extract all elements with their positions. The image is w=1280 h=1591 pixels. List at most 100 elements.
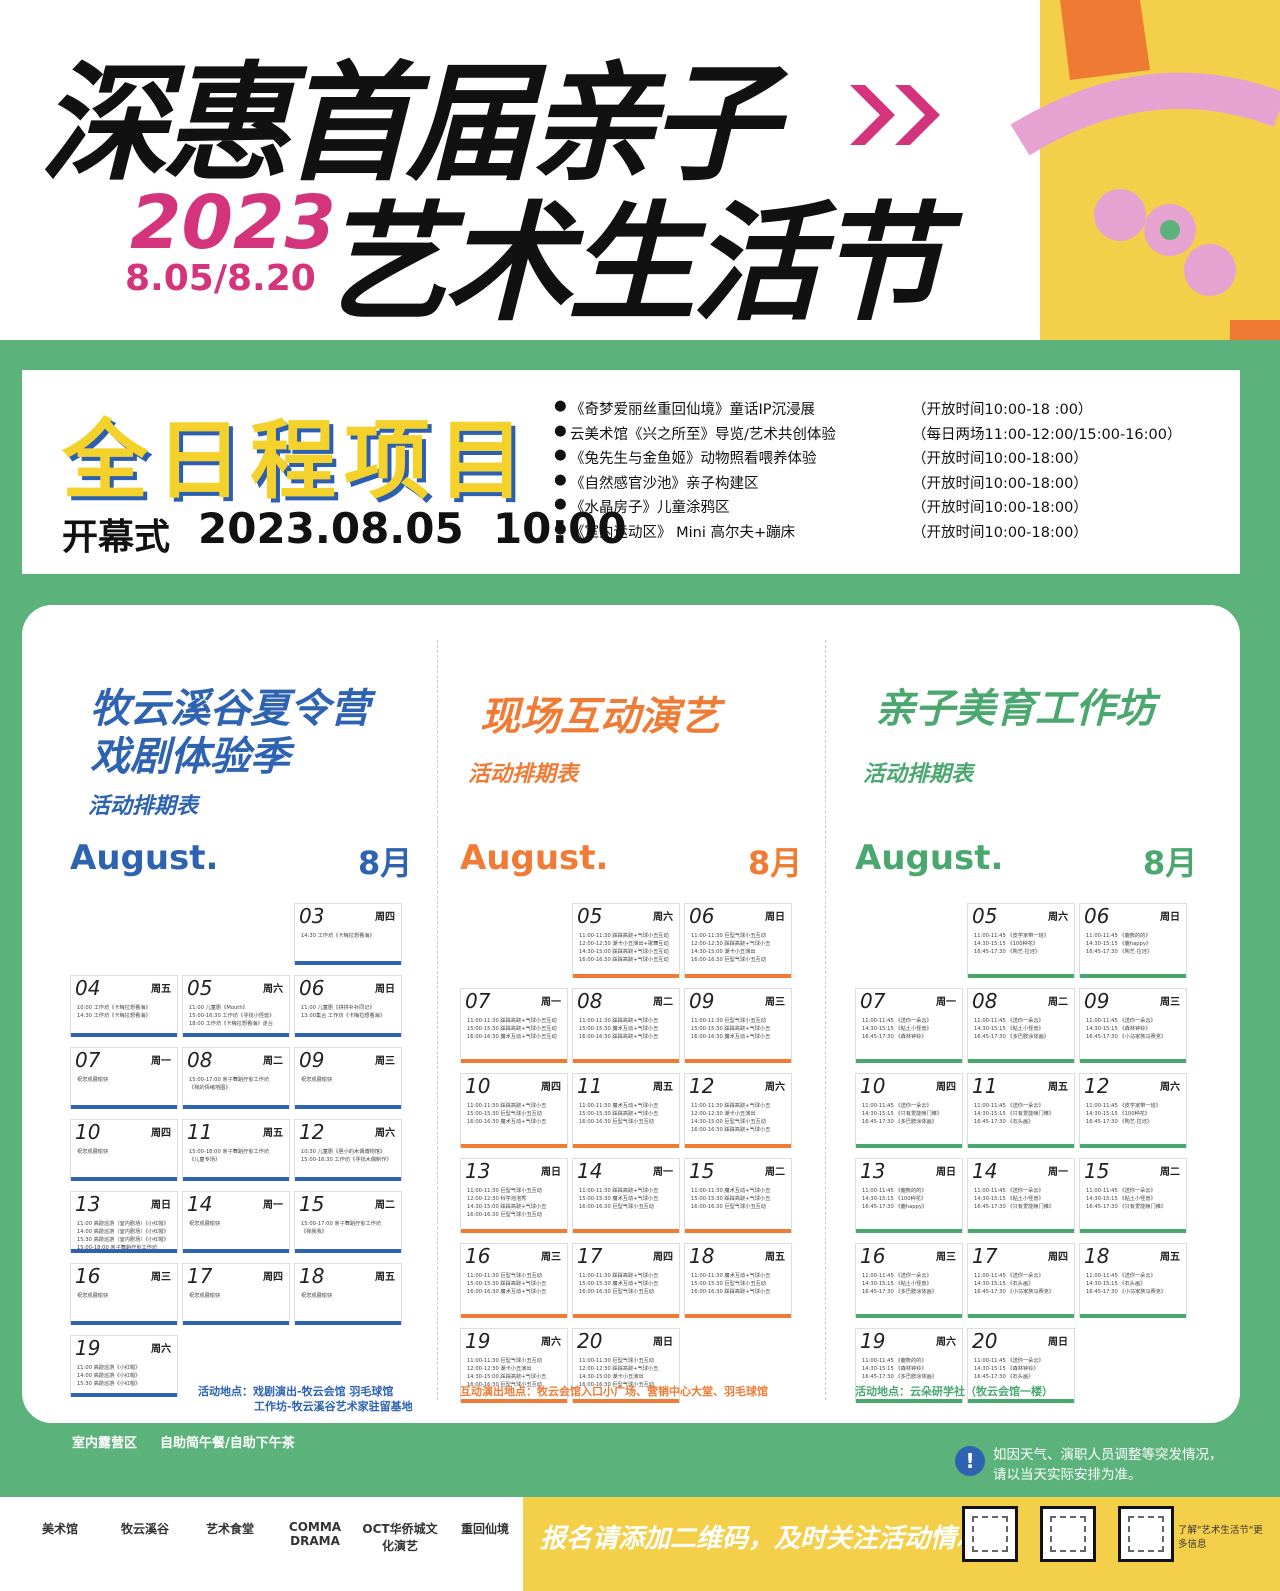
event-line: 11:00 儿童剧《拼拼补补同记》	[301, 1005, 375, 1011]
month-cn: 8月	[748, 844, 803, 882]
day-cell: 14 周一 11:00-11:30 踩踩高跷+气球小丑 15:00-15:30 魔术互…	[572, 1158, 680, 1233]
event-line: 15:00-17:00 亲子舞蹈疗愈工作坊	[301, 1221, 382, 1227]
item-name: ●	[554, 398, 567, 414]
cell-bar	[968, 1314, 1074, 1318]
day-cell: 10 周四 11:00-11:45 《送你一朵云》 14:30-15:15 《只有爱能…	[855, 1073, 963, 1148]
event-line: 11:00-11:30 魔术互动+气球小丑	[691, 1188, 771, 1194]
cell-bar	[968, 1144, 1074, 1148]
event-line: 16:45-17:30 《多巴胺涂体画》	[862, 1374, 937, 1380]
event-line: 祝您观展愉快	[77, 1077, 109, 1083]
location: 活动地点：戏剧演出-牧云会馆 羽毛球馆	[198, 1385, 394, 1398]
event-line: 14:00 高跷巡游（室内剧场）《小红帽》	[77, 1229, 169, 1235]
event-line: 14:30-15:00 踩踩高跷+气球小丑	[467, 1204, 547, 1210]
cell-bar	[573, 1229, 679, 1233]
day-cell: 08 周二 15:00-17:00 亲子舞蹈疗愈工作坊 《我的情绪地图》	[182, 1047, 290, 1109]
event-line: 14:30-15:15 《100种花》	[1086, 1111, 1151, 1117]
cell-bar	[183, 1033, 289, 1037]
day-cell: 04 周五 10:00 工作坊《卡梅拉想看海》 14:30 工作坊《卡梅拉想看海》	[70, 975, 178, 1037]
cell-bar	[1080, 1314, 1186, 1318]
sponsor-logo: 牧云溪谷	[120, 1522, 169, 1536]
day-cell: 10 周四 祝您观展愉快	[70, 1119, 178, 1181]
event-line: 13:00集合 工作坊《卡梅拉想看海》	[301, 1013, 386, 1019]
weekday: 周二	[765, 1167, 785, 1178]
cell-bar	[856, 1144, 962, 1148]
cell-bar	[1080, 1059, 1186, 1063]
cell-bar	[183, 1105, 289, 1109]
cell-bar	[71, 1321, 177, 1325]
event-line: 14:30-15:15 《石头画》	[974, 1281, 1034, 1287]
item-name: 《兔先生与金鱼姬》动物照看喂养体验	[570, 451, 817, 467]
weekday: 周二	[1048, 997, 1068, 1008]
sponsor-logo: OCT华侨城文化演艺	[362, 1522, 438, 1553]
event-line: 15:00-16:30 工作坊《寻找小怪兽》	[189, 1013, 275, 1019]
event-line: 14:30-15:15 《鹿happy》	[1086, 941, 1152, 947]
event-line: 16:00-16:30 踩踩高跷+气球小丑互动	[579, 957, 669, 963]
day-cell: 07 周一 11:00-11:30 踩踩高跷+气球小丑互动 15:00-15:30 踩…	[460, 988, 568, 1063]
day-number: 16	[75, 1264, 101, 1288]
weekday: 周日	[541, 1167, 561, 1178]
column-title: 亲子美育工作坊	[875, 686, 1155, 732]
event-line: 15:00-15:30 踩踩高跷+气球小丑互动	[467, 1026, 557, 1032]
event-line: 14:30-15:15 《森林钟铃》	[862, 1366, 927, 1372]
day-cell: 11 周五 11:00-11:30 魔术互动+气球小丑 15:00-15:30 踩踩高…	[572, 1073, 680, 1148]
event-line: 14:30-15:15 《只有爱能唤门帷》	[974, 1111, 1055, 1117]
weekday: 周一	[653, 1167, 673, 1178]
weekday: 周四	[541, 1082, 561, 1093]
event-line: 15:30 高跷巡游（室内剧场）《小红帽》	[77, 1237, 169, 1243]
event-line: 14:30-15:15 《森林钟铃》	[974, 1366, 1039, 1372]
weekday: 周六	[151, 1344, 171, 1355]
event-line: 15:00-18:00 亲子舞蹈疗愈工作坊	[77, 1245, 158, 1251]
day-number: 10	[465, 1074, 491, 1098]
day-cell: 17 周四 祝您观展愉快	[182, 1263, 290, 1325]
day-number: 17	[972, 1244, 998, 1268]
event-line: 11:00 儿童剧《Mouth》	[189, 1005, 248, 1011]
day-cell: 15 周二 11:00-11:30 魔术互动+气球小丑 15:00-15:30 踩踩高…	[684, 1158, 792, 1233]
day-cell: 16 周三 11:00-11:30 巨型气球小丑互动 15:00-15:30 踩踩高跷…	[460, 1243, 568, 1318]
event-line: 16:45-17:30 《小马家族马赛克》	[1086, 1034, 1167, 1040]
event-line: 16:00-16:30 巨型气球小丑互动	[691, 1204, 766, 1210]
day-cell: 11 周五 11:00-11:45 《送你一朵云》 14:30-15:15 《只有爱能…	[967, 1073, 1075, 1148]
event-line: 12:00-12:30 科学泡泡秀	[467, 1196, 527, 1202]
event-line: 祝您观展愉快	[77, 1149, 109, 1155]
weekday: 周五	[263, 1128, 283, 1139]
event-line: 11:00 高跷巡游《小红帽》	[77, 1365, 141, 1371]
day-cell: 05 周六 11:00 儿童剧《Mouth》 15:00-16:30 工作坊《寻找小怪…	[182, 975, 290, 1037]
day-cell: 12 周六 11:00-11:45 《皮学家带一班》 14:30-15:15 《100…	[1079, 1073, 1187, 1148]
day-cell: 19 周六 11:00 高跷巡游《小红帽》 14:00 高跷巡游《小红帽》 15:30 …	[70, 1335, 178, 1397]
event-line: 16:00-16:30 巨型气球小丑互动	[467, 1212, 542, 1218]
cell-bar	[685, 1059, 791, 1063]
sponsor-logo: COMMA DRAMA	[288, 1520, 342, 1548]
cell-bar	[573, 1059, 679, 1063]
day-number: 16	[465, 1244, 491, 1268]
event-line: 15:00-16:30 工作坊《寻找木偶制作》	[301, 1157, 392, 1163]
weekday: 周四	[263, 1272, 283, 1283]
weekday: 周四	[1048, 1252, 1068, 1263]
day-cell: 14 周一 祝您观展愉快	[182, 1191, 290, 1253]
event-line: 16:45-17:30 《陶艺·拉坯》	[974, 949, 1041, 955]
day-number: 16	[860, 1244, 886, 1268]
footer-area: 室内露营区	[72, 1436, 138, 1451]
cell-bar	[968, 1399, 1074, 1403]
day-cell: 06 周日 11:00-11:45 《鹿熊的的》 14:30-15:15 《鹿happ…	[1079, 903, 1187, 978]
weekday: 周五	[1160, 1252, 1180, 1263]
day-number: 10	[860, 1074, 886, 1098]
event-line: 11:00-11:30 踩踩高跷+气球小丑	[579, 1188, 659, 1194]
dates: 8.05/8.20	[125, 258, 316, 299]
event-line: 16:00-16:30 巨型气球小丑互动	[467, 1382, 542, 1388]
event-line: 15:00-15:30 魔术互动+气球小丑	[579, 1281, 659, 1287]
notice-icon: !	[955, 1446, 985, 1476]
day-number: 08	[577, 989, 603, 1013]
weekday: 周一	[936, 997, 956, 1008]
day-number: 11	[972, 1074, 998, 1098]
qr-code	[962, 1506, 1018, 1562]
day-cell: 14 周一 11:00-11:45 《送你一朵云》 14:30-15:15 《粘土小怪…	[967, 1158, 1075, 1233]
day-number: 05	[187, 976, 213, 1000]
day-number: 06	[299, 976, 325, 1000]
column-title: 牧云溪谷夏令营	[90, 686, 370, 732]
year: 2023	[130, 180, 336, 266]
cell-bar	[685, 974, 791, 978]
day-number: 12	[689, 1074, 715, 1098]
event-line: 15:00-15:30 巨型气球小丑互动	[467, 1111, 542, 1117]
event-line: 11:00-11:45 《送你一朵云》	[862, 1018, 932, 1024]
item-name: ●	[554, 520, 567, 537]
